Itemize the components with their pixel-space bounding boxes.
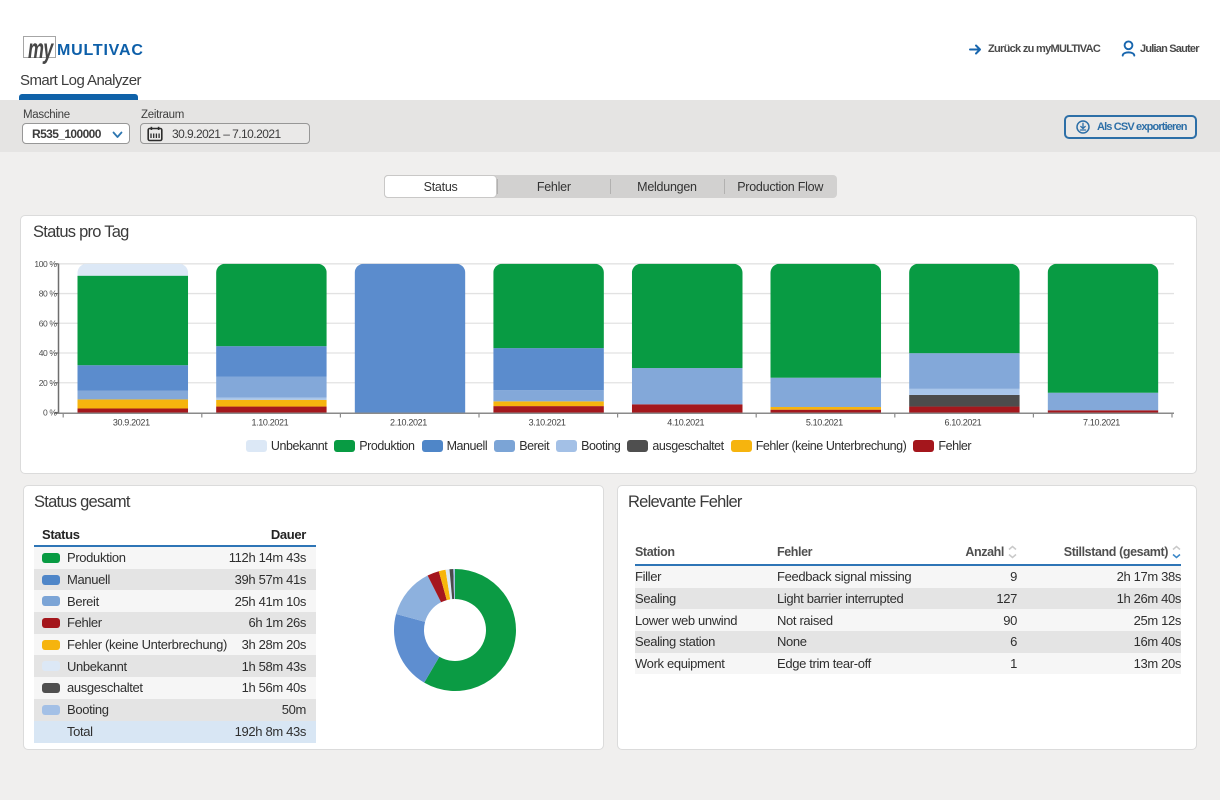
svg-text:2.10.2021: 2.10.2021 — [390, 418, 427, 428]
svg-text:20 %: 20 % — [39, 378, 58, 388]
svg-text:60 %: 60 % — [39, 318, 58, 328]
svg-text:7.10.2021: 7.10.2021 — [1083, 418, 1120, 428]
svg-text:30.9.2021: 30.9.2021 — [113, 418, 150, 428]
svg-text:5.10.2021: 5.10.2021 — [806, 418, 843, 428]
svg-text:0 %: 0 % — [43, 408, 57, 418]
svg-text:6.10.2021: 6.10.2021 — [944, 418, 981, 428]
svg-text:4.10.2021: 4.10.2021 — [667, 418, 704, 428]
svg-text:80 %: 80 % — [39, 289, 58, 299]
svg-text:100 %: 100 % — [34, 259, 57, 269]
svg-text:1.10.2021: 1.10.2021 — [251, 418, 288, 428]
svg-text:3.10.2021: 3.10.2021 — [529, 418, 566, 428]
svg-text:40 %: 40 % — [39, 348, 58, 358]
